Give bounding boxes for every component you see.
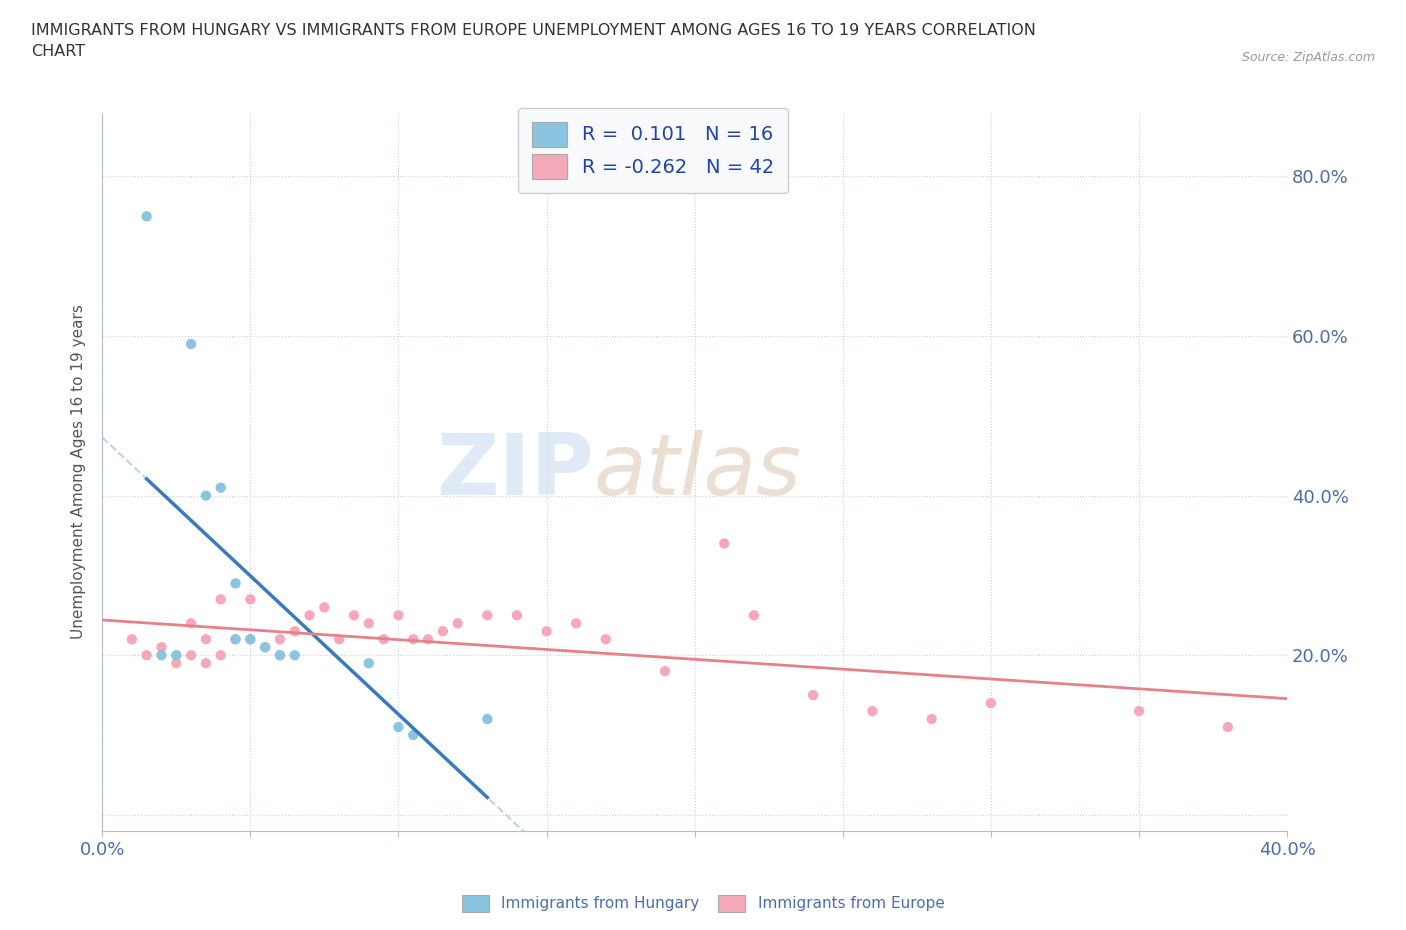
Point <box>180 337 202 352</box>
Point <box>239 631 262 646</box>
Point <box>194 631 217 646</box>
Point <box>536 624 558 639</box>
Point <box>980 696 1002 711</box>
Point <box>1216 720 1239 735</box>
Point <box>416 631 439 646</box>
Point <box>432 624 454 639</box>
Point <box>742 608 765 623</box>
Point <box>713 536 735 551</box>
Point <box>150 640 173 655</box>
Point <box>402 631 425 646</box>
Text: Source: ZipAtlas.com: Source: ZipAtlas.com <box>1241 51 1375 64</box>
Point <box>239 631 262 646</box>
Point <box>284 648 307 663</box>
Y-axis label: Unemployment Among Ages 16 to 19 years: Unemployment Among Ages 16 to 19 years <box>72 304 86 639</box>
Legend: R =  0.101   N = 16, R = -0.262   N = 42: R = 0.101 N = 16, R = -0.262 N = 42 <box>519 108 789 193</box>
Point <box>595 631 617 646</box>
Point <box>269 648 291 663</box>
Point <box>921 711 943 726</box>
Point <box>121 631 143 646</box>
Text: ZIP: ZIP <box>436 431 593 513</box>
Point <box>180 648 202 663</box>
Point <box>298 608 321 623</box>
Point <box>402 727 425 742</box>
Legend: Immigrants from Hungary, Immigrants from Europe: Immigrants from Hungary, Immigrants from… <box>456 889 950 918</box>
Point <box>343 608 366 623</box>
Point <box>860 704 883 719</box>
Text: atlas: atlas <box>593 431 801 513</box>
Point <box>387 720 409 735</box>
Point <box>194 656 217 671</box>
Point <box>135 648 157 663</box>
Point <box>254 640 277 655</box>
Point <box>447 616 470 631</box>
Point <box>209 648 232 663</box>
Point <box>357 616 380 631</box>
Point <box>565 616 588 631</box>
Point <box>284 624 307 639</box>
Point <box>254 640 277 655</box>
Point <box>654 664 676 679</box>
Text: IMMIGRANTS FROM HUNGARY VS IMMIGRANTS FROM EUROPE UNEMPLOYMENT AMONG AGES 16 TO : IMMIGRANTS FROM HUNGARY VS IMMIGRANTS FR… <box>31 23 1036 60</box>
Point <box>150 648 173 663</box>
Point <box>477 608 499 623</box>
Point <box>387 608 409 623</box>
Point <box>165 656 187 671</box>
Point <box>314 600 336 615</box>
Point <box>373 631 395 646</box>
Point <box>477 711 499 726</box>
Point <box>328 631 350 646</box>
Point <box>165 648 187 663</box>
Point <box>180 616 202 631</box>
Point <box>209 591 232 606</box>
Point <box>357 656 380 671</box>
Point <box>801 687 824 702</box>
Point <box>135 209 157 224</box>
Point <box>225 576 247 591</box>
Point <box>225 631 247 646</box>
Point <box>269 648 291 663</box>
Point <box>225 631 247 646</box>
Point <box>209 480 232 495</box>
Point <box>239 591 262 606</box>
Point <box>194 488 217 503</box>
Point <box>506 608 529 623</box>
Point <box>1128 704 1150 719</box>
Point <box>269 631 291 646</box>
